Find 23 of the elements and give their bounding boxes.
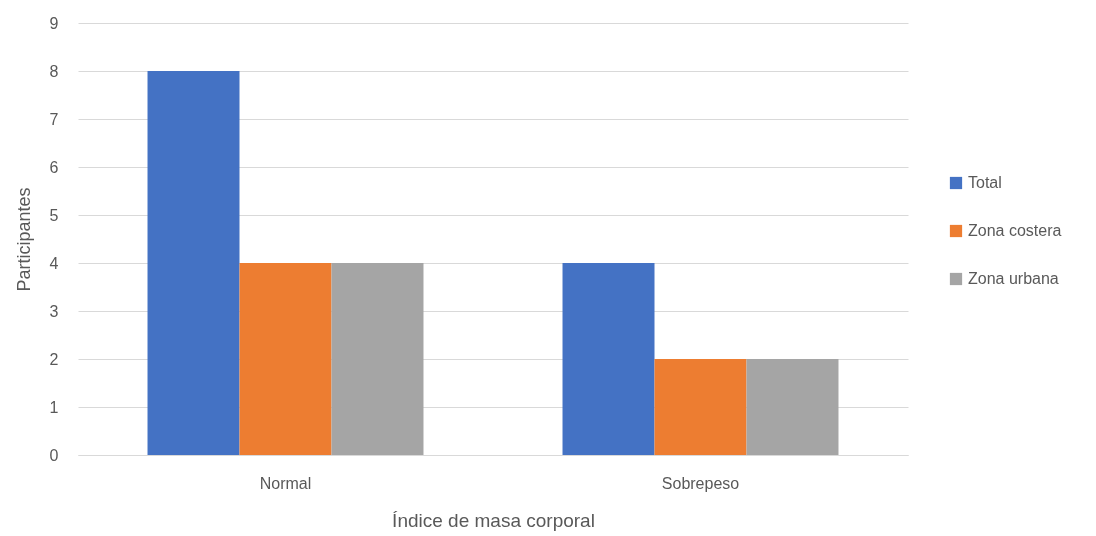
- y-tick-label: 8: [49, 62, 59, 80]
- y-axis-title: Participantes: [13, 187, 34, 292]
- y-tick-label: 4: [49, 254, 59, 272]
- y-tick-label: 9: [49, 14, 59, 32]
- y-tick-label: 7: [49, 110, 59, 128]
- bar: [331, 263, 424, 455]
- y-tick-label: 3: [49, 302, 59, 320]
- y-tick-label: 6: [49, 158, 59, 176]
- bar: [239, 263, 332, 455]
- x-tick-label: Sobrepeso: [661, 474, 740, 492]
- bar: [746, 359, 839, 455]
- x-tick-label: Normal: [259, 474, 312, 492]
- legend-label: Zona urbana: [968, 270, 1059, 287]
- legend-label: Total: [968, 174, 1002, 191]
- y-tick-label: 1: [49, 398, 59, 416]
- y-tick-label: 5: [49, 206, 59, 224]
- bar: [562, 263, 655, 455]
- x-axis-title: Índice de masa corporal: [392, 509, 595, 531]
- y-tick-label: 2: [49, 350, 59, 368]
- legend-label: Zona costera: [968, 222, 1062, 239]
- bar: [654, 359, 747, 455]
- bar: [147, 71, 240, 455]
- y-tick-label: 0: [49, 446, 59, 464]
